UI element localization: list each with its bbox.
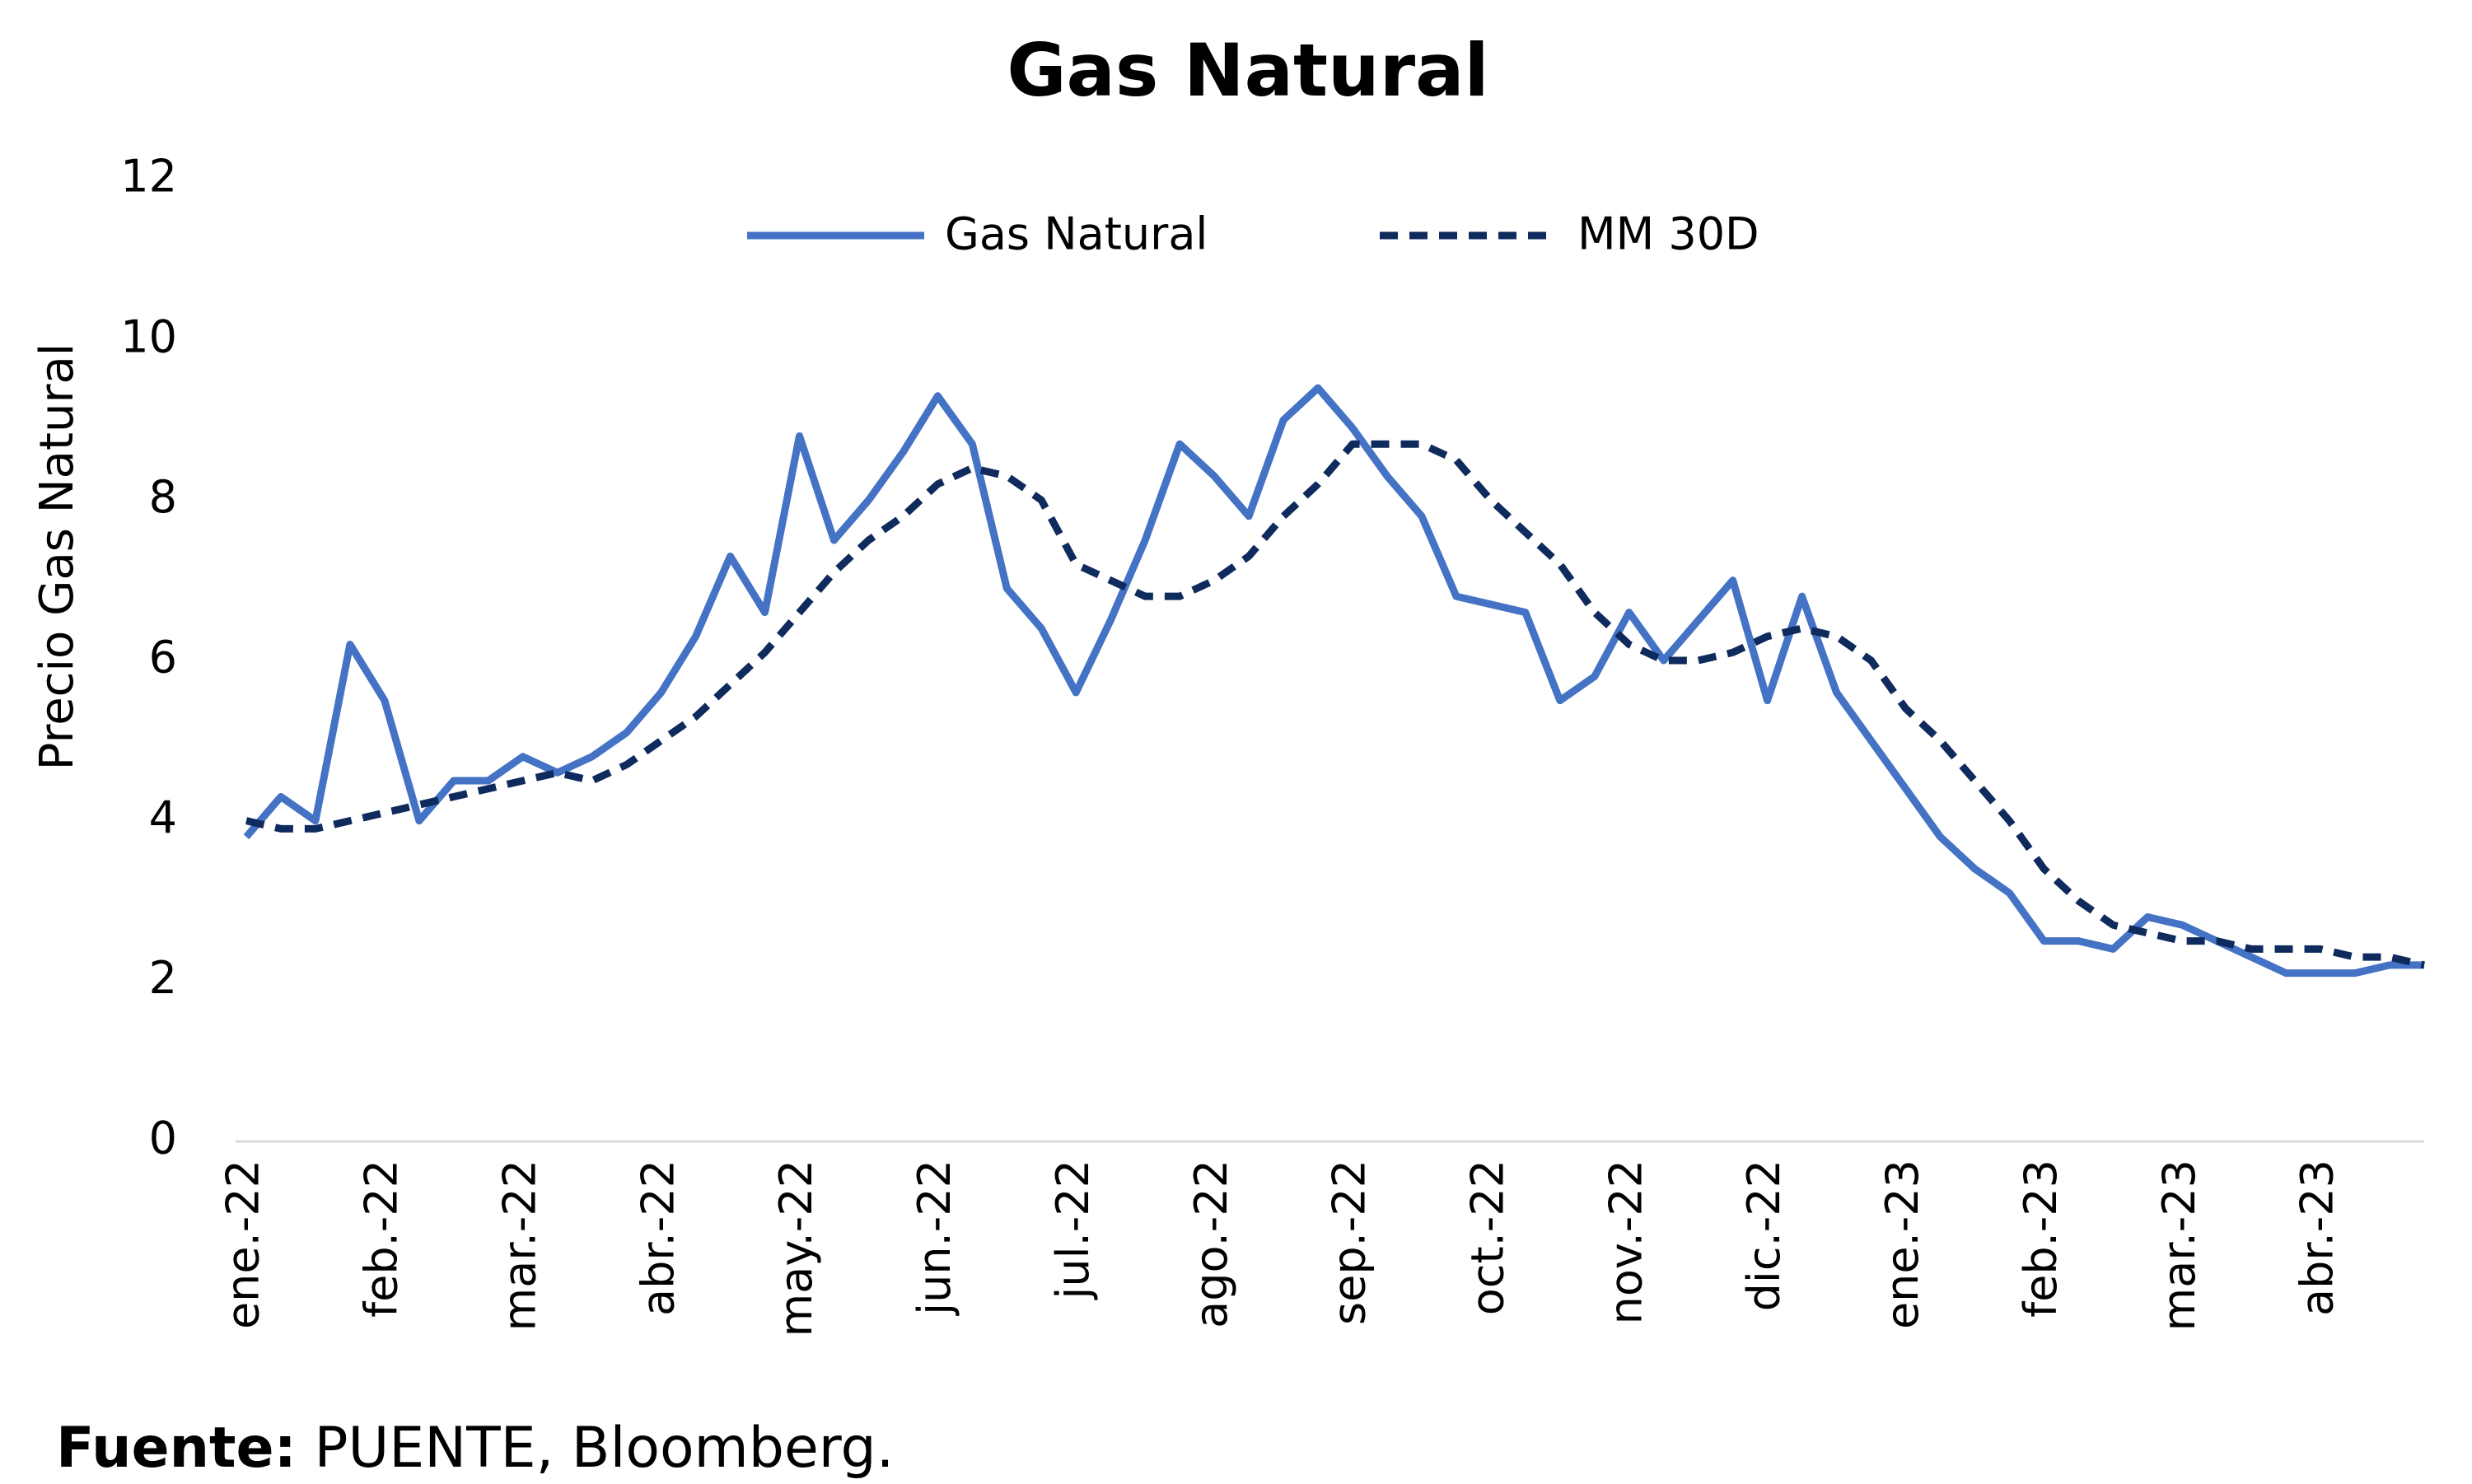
x-tick-label: mar.-22 <box>493 1160 545 1331</box>
x-tick-label: feb.-23 <box>2015 1160 2067 1318</box>
x-tick-label: feb.-22 <box>356 1160 408 1318</box>
y-tick-label: 10 <box>120 310 177 362</box>
x-tick-label: sep.-22 <box>1324 1160 1376 1325</box>
series-line <box>245 440 2426 969</box>
y-tick-label: 12 <box>120 151 177 203</box>
y-tick-label: 0 <box>149 1113 177 1164</box>
x-tick-label: ene.-23 <box>1876 1160 1928 1329</box>
x-tick-label: ago.-22 <box>1185 1160 1237 1328</box>
x-tick-label: dic.-22 <box>1738 1160 1790 1311</box>
chart-title: Gas Natural <box>1007 28 1488 113</box>
x-tick-label: jul.-22 <box>1047 1160 1099 1300</box>
y-axis-title: Precio Gas Natural <box>30 343 84 771</box>
source-label: Fuente: <box>56 1416 297 1481</box>
legend-label: Gas Natural <box>945 208 1208 260</box>
legend-label: MM 30D <box>1577 208 1759 260</box>
source-text: PUENTE, Bloomberg. <box>314 1416 894 1481</box>
x-tick-label: ene.-22 <box>217 1160 269 1329</box>
series-line <box>243 384 2424 978</box>
y-tick-label: 6 <box>149 632 177 684</box>
y-tick-label: 4 <box>149 791 177 843</box>
x-tick-label: jun.-22 <box>909 1160 960 1316</box>
y-tick-label: 2 <box>149 952 177 1004</box>
x-tick-label: mar.-23 <box>2153 1160 2205 1331</box>
x-tick-label: oct.-22 <box>1461 1160 1513 1315</box>
source: Fuente: PUENTE, Bloomberg. <box>56 1416 894 1481</box>
y-tick-label: 8 <box>149 471 177 523</box>
x-tick-label: abr.-23 <box>2292 1160 2343 1316</box>
x-tick-label: may.-22 <box>770 1160 822 1337</box>
x-tick-label: nov.-22 <box>1600 1160 1652 1324</box>
x-tick-label: abr.-22 <box>632 1160 684 1316</box>
